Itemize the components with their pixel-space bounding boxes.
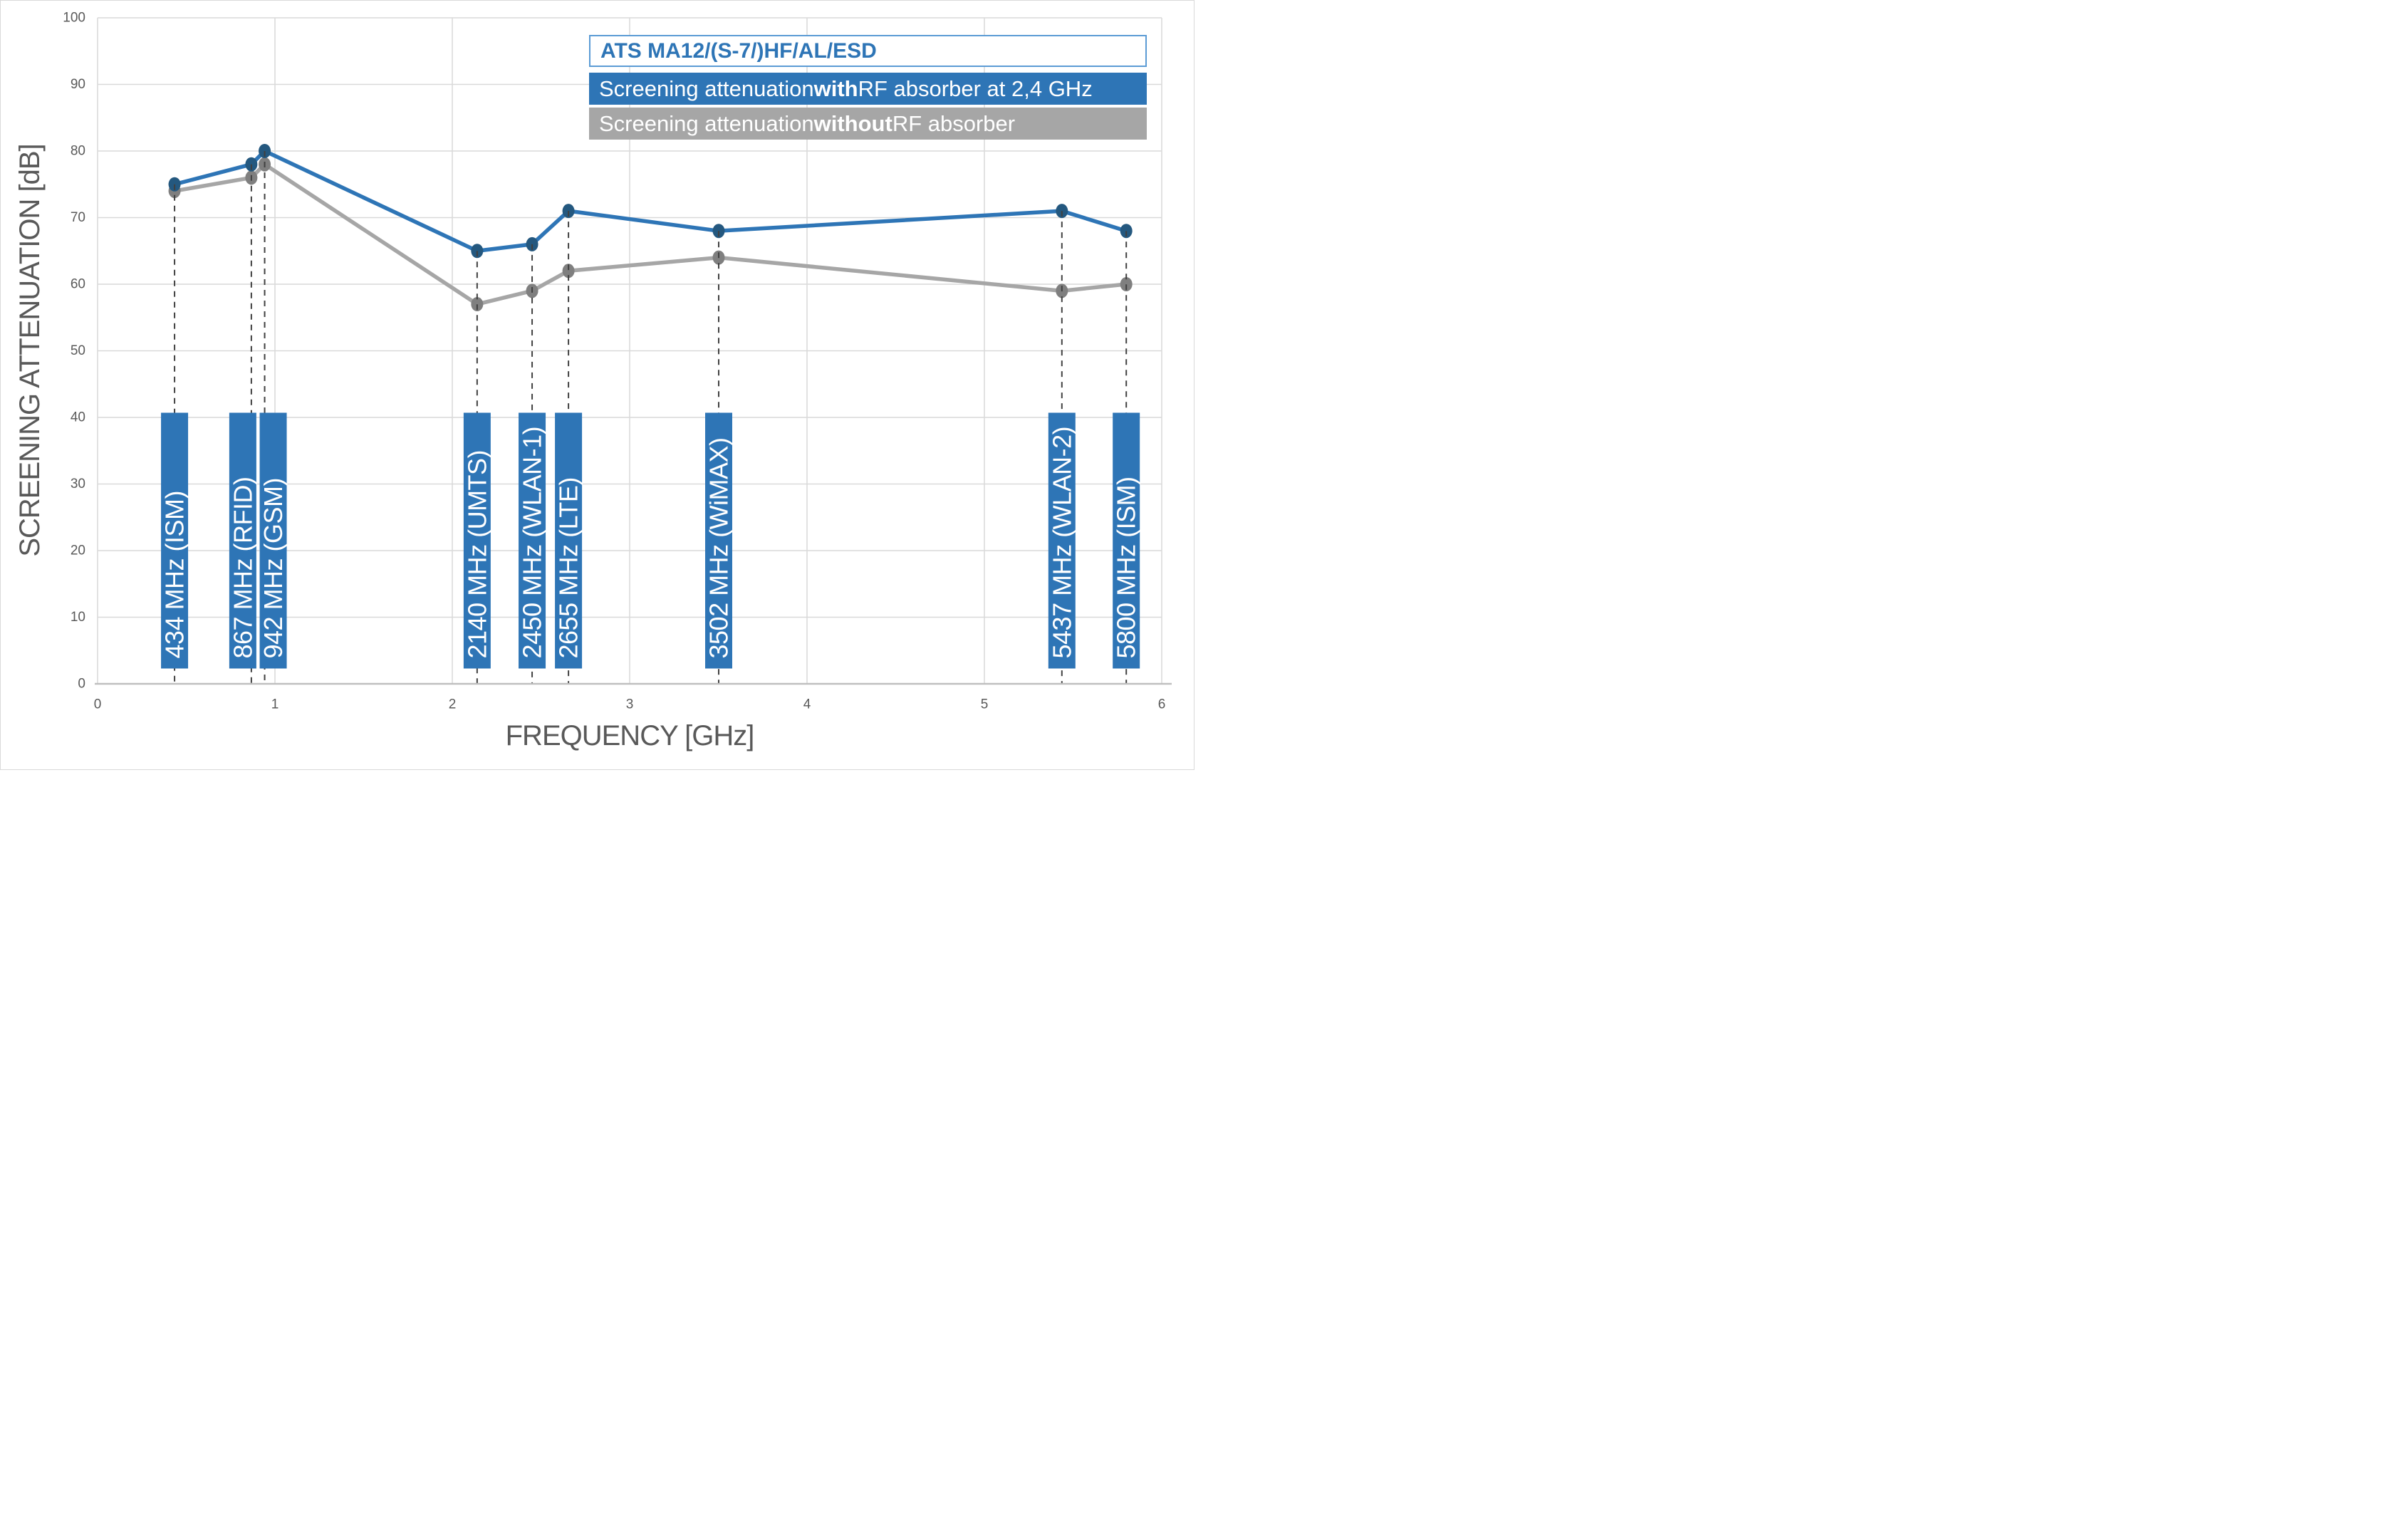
y-tick-label: 50: [71, 343, 85, 358]
frequency-band-bar: [704, 412, 732, 669]
frequency-band-bar: [519, 412, 546, 669]
data-point-marker: [562, 264, 575, 279]
y-axis-title: SCREENING ATTENUATION [dB]: [14, 144, 46, 557]
x-tick-label: 4: [803, 697, 811, 712]
legend: ATS MA12/(S-7/)HF/AL/ESD Screening atten…: [589, 35, 1147, 142]
frequency-band-bar: [259, 412, 287, 669]
data-point-marker: [1120, 277, 1133, 291]
data-point-marker: [471, 297, 484, 312]
x-tick-label: 6: [1158, 697, 1166, 712]
frequency-band-bar: [555, 412, 583, 669]
band-label: 2450 MHz (WLAN-1): [518, 427, 547, 659]
legend-item-with-absorber: Screening attenuation with RF absorber a…: [589, 73, 1147, 105]
x-tick-label: 3: [626, 697, 634, 712]
series-line-without-absorber: [172, 162, 1128, 306]
x-tick-label: 1: [271, 697, 279, 712]
chart-title: ATS MA12/(S-7/)HF/AL/ESD: [589, 35, 1147, 67]
band-label: 2140 MHz (UMTS): [462, 450, 491, 659]
y-tick-label: 60: [71, 277, 85, 292]
chart-frame: 434 MHz (ISM) 867 MHz (RFID) 942 MHz (GSM)…: [0, 0, 1194, 770]
y-tick-label: 10: [71, 610, 85, 625]
band-label: 434 MHz (ISM): [160, 491, 189, 659]
band-label: 3502 MHz (WiMAX): [704, 437, 733, 658]
x-axis-title: FREQUENCY [GHz]: [505, 720, 755, 751]
x-tick-label: 2: [449, 697, 457, 712]
y-tick-label: 30: [71, 477, 85, 491]
y-tick-label: 70: [71, 210, 85, 225]
y-tick-label: 100: [63, 11, 85, 26]
y-tick-label: 90: [71, 77, 85, 92]
frequency-band-bar: [161, 412, 189, 669]
band-label: 2655 MHz (LTE): [554, 477, 583, 658]
band-label: 5800 MHz (ISM): [1112, 477, 1141, 658]
frequency-band-bar: [1113, 412, 1140, 669]
band-label: 867 MHz (RFID): [228, 477, 257, 658]
y-tick-label: 0: [78, 677, 85, 692]
y-tick-label: 80: [71, 144, 85, 159]
x-tick-label: 5: [981, 697, 989, 712]
plot-area: 434 MHz (ISM) 867 MHz (RFID) 942 MHz (GSM)…: [63, 11, 1172, 712]
band-label: 942 MHz (GSM): [259, 478, 288, 659]
frequency-band-bar: [1048, 412, 1076, 669]
legend-item-without-absorber: Screening attenuation without RF absorbe…: [589, 108, 1147, 140]
y-tick-label: 20: [71, 543, 85, 558]
x-tick-label: 0: [94, 697, 102, 712]
frequency-band-bar: [463, 412, 491, 669]
frequency-band-bar: [229, 412, 256, 669]
band-label: 5437 MHz (WLAN-2): [1047, 427, 1076, 659]
y-tick-label: 40: [71, 410, 85, 425]
